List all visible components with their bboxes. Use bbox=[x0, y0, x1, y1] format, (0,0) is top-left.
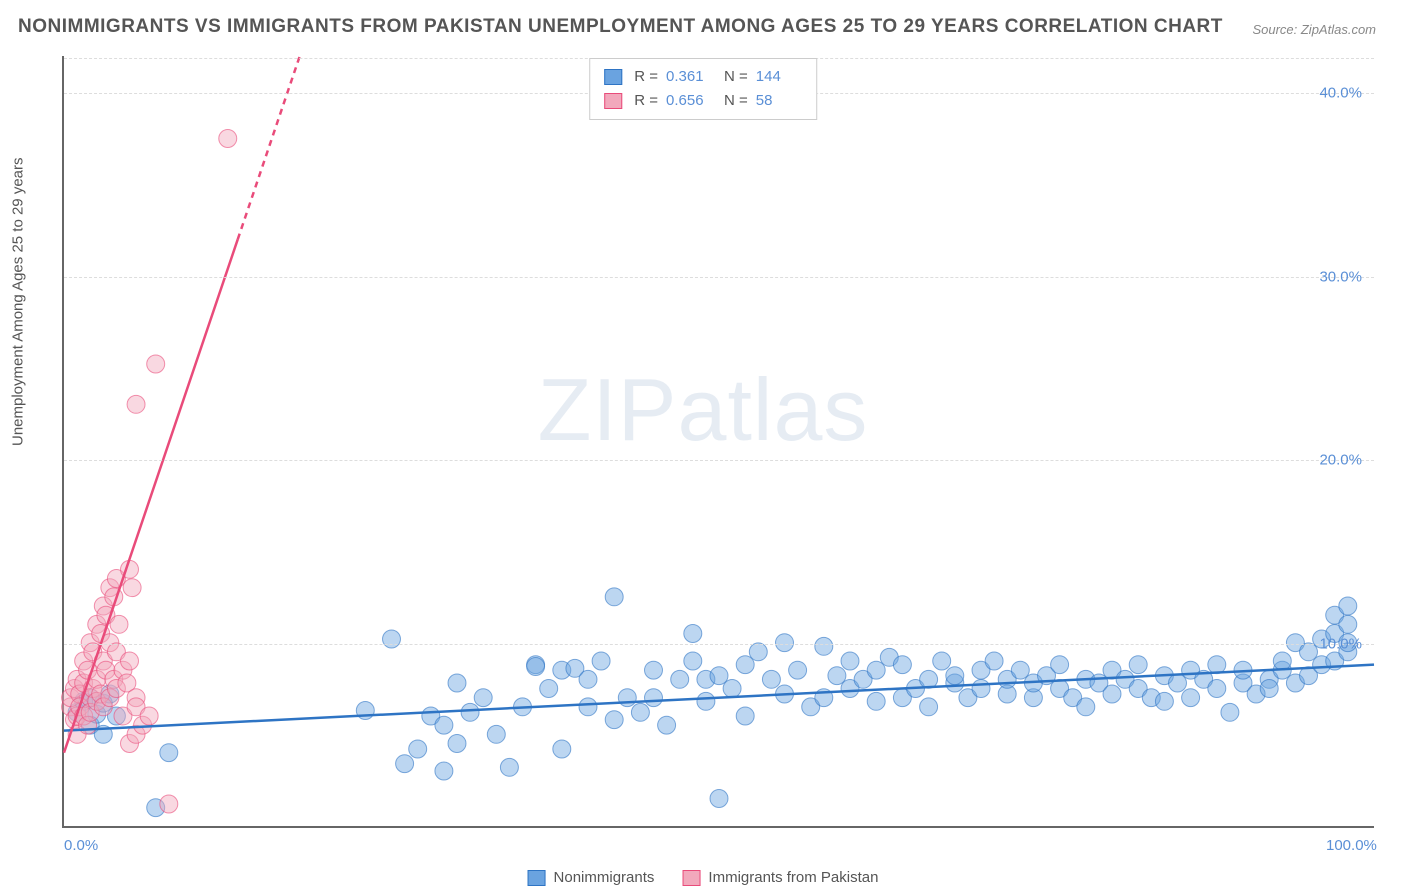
stats-box: R = 0.361 N = 144 R = 0.656 N = 58 bbox=[589, 58, 817, 120]
legend-label-pink: Immigrants from Pakistan bbox=[708, 869, 878, 886]
legend-item-pink: Immigrants from Pakistan bbox=[682, 869, 878, 886]
gridline bbox=[64, 644, 1374, 645]
stats-row-pink: R = 0.656 N = 58 bbox=[604, 89, 802, 113]
y-tick-label: 40.0% bbox=[1319, 84, 1362, 101]
x-tick-label: 100.0% bbox=[1326, 837, 1377, 854]
plot-area: 10.0%20.0%30.0%40.0%0.0%100.0% bbox=[62, 56, 1374, 828]
x-tick-label: 0.0% bbox=[64, 837, 98, 854]
y-tick-label: 30.0% bbox=[1319, 268, 1362, 285]
y-tick-label: 10.0% bbox=[1319, 636, 1362, 653]
stat-n-blue: 144 bbox=[756, 65, 802, 89]
swatch-pink bbox=[682, 870, 700, 886]
swatch-blue bbox=[528, 870, 546, 886]
swatch-pink bbox=[604, 93, 622, 109]
stat-r-blue: 0.361 bbox=[666, 65, 712, 89]
stat-n-pink: 58 bbox=[756, 89, 802, 113]
gridline bbox=[64, 277, 1374, 278]
chart-svg bbox=[64, 56, 1374, 826]
y-tick-label: 20.0% bbox=[1319, 452, 1362, 469]
y-axis-label: Unemployment Among Ages 25 to 29 years bbox=[10, 157, 27, 446]
source-label: Source: ZipAtlas.com bbox=[1252, 22, 1376, 37]
legend-item-blue: Nonimmigrants bbox=[528, 869, 655, 886]
legend-bottom: Nonimmigrants Immigrants from Pakistan bbox=[528, 869, 879, 886]
stat-r-label: R = bbox=[634, 65, 658, 89]
stat-n-label: N = bbox=[724, 89, 748, 113]
gridline bbox=[64, 460, 1374, 461]
swatch-blue bbox=[604, 69, 622, 85]
legend-label-blue: Nonimmigrants bbox=[554, 869, 655, 886]
chart-title: NONIMMIGRANTS VS IMMIGRANTS FROM PAKISTA… bbox=[18, 16, 1223, 38]
stats-row-blue: R = 0.361 N = 144 bbox=[604, 65, 802, 89]
stat-r-label: R = bbox=[634, 89, 658, 113]
stat-r-pink: 0.656 bbox=[666, 89, 712, 113]
stat-n-label: N = bbox=[724, 65, 748, 89]
